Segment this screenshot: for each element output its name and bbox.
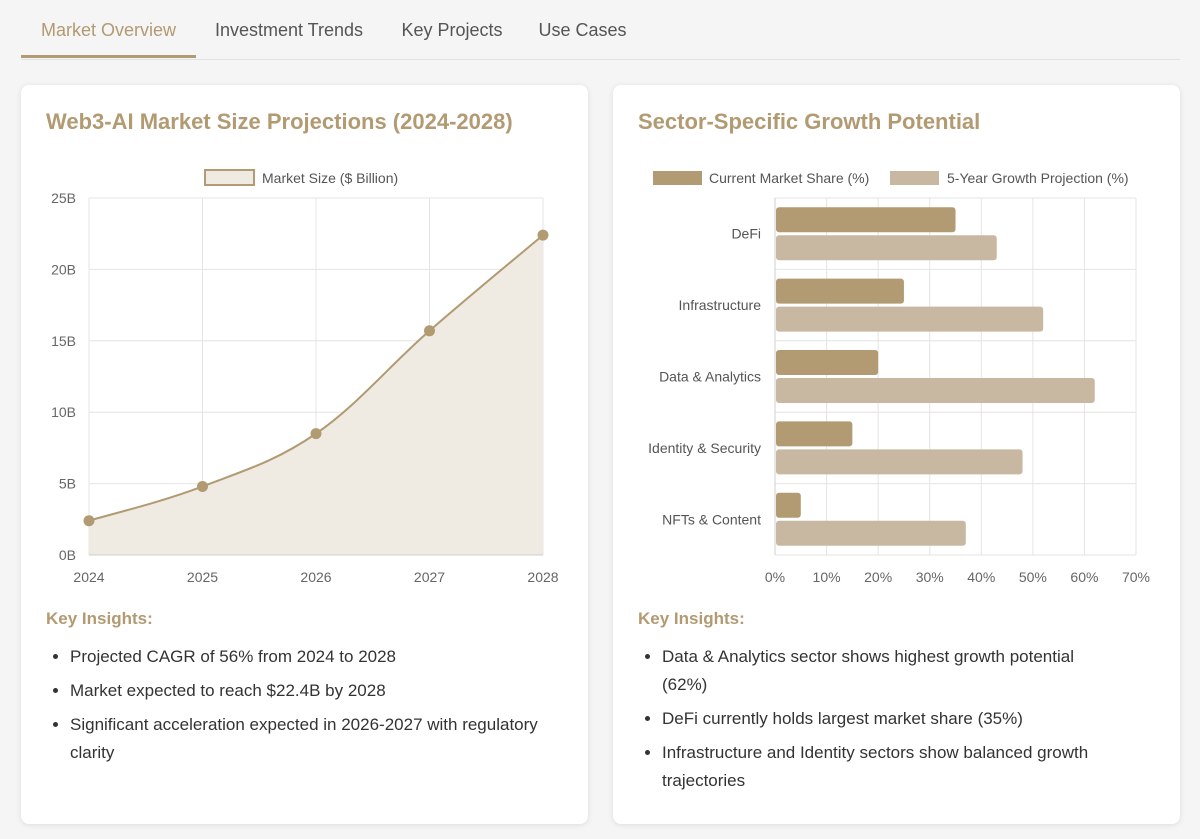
y-tick-label: 25B <box>51 190 76 206</box>
sector-insights-title: Key Insights: <box>638 609 745 628</box>
tab-bar: Market Overview Investment Trends Key Pr… <box>21 0 1180 60</box>
y-tick-label: 15B <box>51 333 76 349</box>
x-tick-label: 30% <box>916 569 944 585</box>
growth-projection-bar <box>776 235 997 261</box>
current-share-bar <box>776 350 879 375</box>
category-label: NFTs & Content <box>662 511 761 527</box>
growth-projection-bar <box>776 449 1023 475</box>
sector-growth-chart-title: Sector-Specific Growth Potential <box>638 109 981 134</box>
market-insights-title: Key Insights: <box>46 609 153 628</box>
market-size-area <box>89 235 543 556</box>
x-tick-label: 50% <box>1019 569 1047 585</box>
market-size-chart: 0B 5B 10B 15B 20B 25B 2024 2025 2026 2027 2028 Mark… <box>51 169 559 585</box>
x-tick-label: 2024 <box>73 569 104 585</box>
legend-label: Current Market Share (%) <box>709 170 869 186</box>
x-tick-label: 40% <box>967 569 995 585</box>
legend-label: 5-Year Growth Projection (%) <box>947 170 1129 186</box>
tab-market-overview[interactable]: Market Overview <box>21 0 196 58</box>
category-label: Identity & Security <box>648 440 761 456</box>
x-tick-label: 70% <box>1122 569 1150 585</box>
sector-insight-item: Data & Analytics sector shows highest gr… <box>662 643 1122 699</box>
x-tick-label: 2026 <box>300 569 331 585</box>
x-tick-label: 2027 <box>414 569 445 585</box>
market-size-card: Web3-AI Market Size Projections (2024-20… <box>21 85 588 824</box>
y-tick-label: 5B <box>59 476 76 492</box>
current-share-bar <box>776 207 956 233</box>
market-size-legend: Market Size ($ Billion) <box>204 169 398 186</box>
sector-insights-list: Data & Analytics sector shows highest gr… <box>638 643 1177 801</box>
category-label: DeFi <box>731 226 761 242</box>
market-size-line <box>88 234 544 522</box>
sector-insight-item: DeFi currently holds largest market shar… <box>662 705 1177 733</box>
sector-growth-card: Sector-Specific Growth Potential 0% 10% 20… <box>613 85 1180 824</box>
x-tick-label: 60% <box>1070 569 1098 585</box>
x-tick-label: 10% <box>813 569 841 585</box>
tab-key-projects[interactable]: Key Projects <box>401 20 503 40</box>
market-size-point <box>537 229 549 241</box>
market-size-point <box>424 325 435 337</box>
sector-insight-item: Infrastructure and Identity sectors show… <box>662 739 1132 795</box>
category-label: Data & Analytics <box>659 369 761 385</box>
x-tick-label: 2025 <box>187 569 218 585</box>
growth-projection-bar <box>776 520 966 546</box>
category-label: Infrastructure <box>679 297 762 313</box>
legend-label: Market Size ($ Billion) <box>262 170 398 186</box>
current-share-bar <box>776 421 853 447</box>
market-size-point <box>310 428 322 440</box>
market-size-point <box>83 515 95 527</box>
current-share-bar <box>776 492 801 518</box>
market-size-point <box>197 480 208 492</box>
market-insight-item: Significant acceleration expected in 202… <box>70 711 585 767</box>
tab-investment-trends[interactable]: Investment Trends <box>214 20 364 40</box>
x-tick-label: 2028 <box>527 569 558 585</box>
legend-swatch <box>204 169 255 186</box>
market-insight-item: Projected CAGR of 56% from 2024 to 2028 <box>70 643 585 671</box>
y-tick-label: 20B <box>51 261 76 277</box>
market-size-chart-title: Web3-AI Market Size Projections (2024-20… <box>46 109 513 134</box>
x-tick-label: 20% <box>864 569 892 585</box>
y-tick-label: 10B <box>51 404 76 420</box>
growth-projection-bar <box>776 306 1044 332</box>
market-insight-item: Market expected to reach $22.4B by 2028 <box>70 677 585 705</box>
sector-growth-legend: Current Market Share (%) 5-Year Growth Pr… <box>653 170 1129 186</box>
tab-use-cases[interactable]: Use Cases <box>538 20 627 40</box>
current-share-bar <box>776 278 904 304</box>
legend-swatch <box>890 171 939 185</box>
sector-growth-chart: 0% 10% 20% 30% 40% 50% 60% 70% DeFi Infrastructur… <box>648 170 1150 585</box>
x-tick-label: 0% <box>765 569 785 585</box>
growth-projection-bar <box>776 378 1095 403</box>
legend-swatch <box>653 171 702 185</box>
market-insights-list: Projected CAGR of 56% from 2024 to 2028 … <box>46 643 585 773</box>
y-tick-label: 0B <box>59 547 76 563</box>
